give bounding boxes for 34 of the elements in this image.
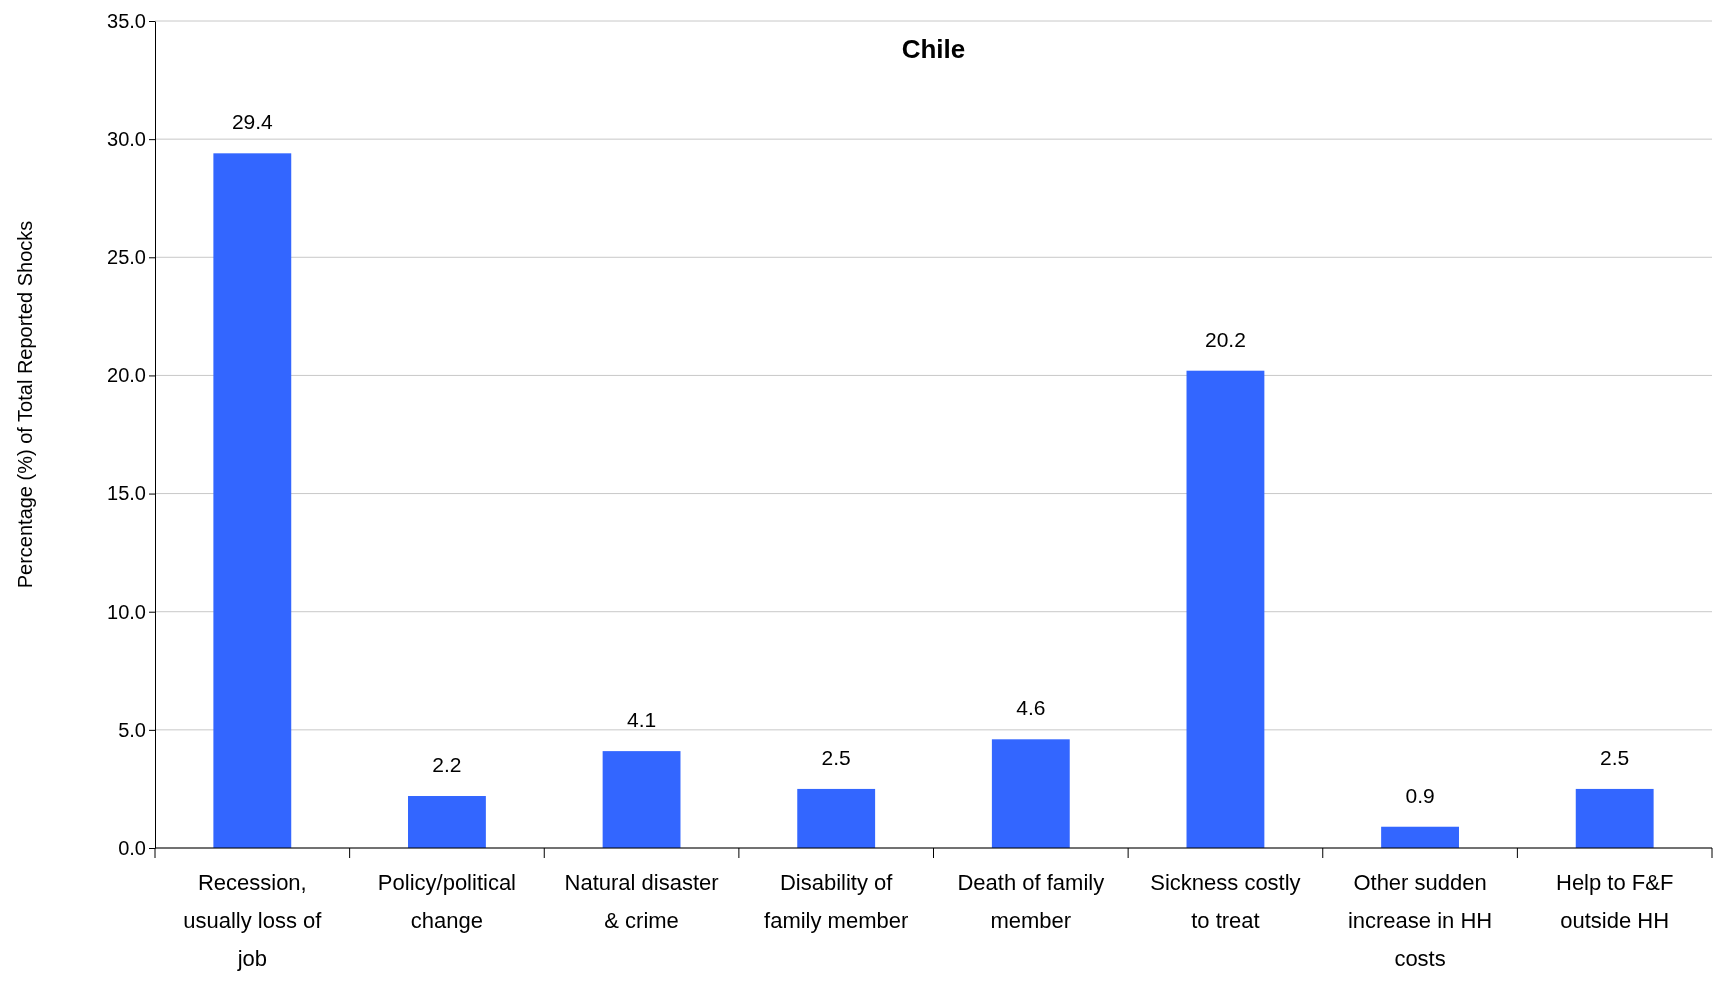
data-label: 2.2 (432, 753, 462, 777)
x-tick-label: Policy/political change (377, 870, 517, 933)
bar (213, 153, 292, 848)
x-tick-label: Disability of family member (764, 870, 909, 933)
y-axis-title: Percentage (%) of Total Reported Shocks (14, 220, 36, 589)
data-label: 29.4 (231, 110, 274, 134)
bar (1186, 370, 1265, 848)
x-tick-label: Recession, usually loss of job (183, 870, 323, 971)
x-tick-label: Natural disaster & crime (564, 870, 719, 933)
bar (1381, 826, 1459, 848)
bar (1575, 788, 1654, 848)
x-tick-label: Help to F&F outside HH (1556, 870, 1674, 933)
bar (602, 751, 681, 848)
x-tick-label: Other sudden increase in HH costs (1347, 870, 1493, 971)
data-label: 2.5 (1600, 745, 1630, 769)
y-tick-label: 25.0 (107, 246, 146, 269)
text: Chile (901, 34, 966, 64)
x-tick-label: Death of family member (957, 870, 1105, 933)
data-label: 4.6 (1016, 696, 1046, 720)
y-tick-label: 15.0 (107, 482, 146, 505)
data-label: 2.5 (821, 745, 851, 769)
y-tick-label: 10.0 (107, 600, 146, 623)
y-tick-label: 20.0 (107, 364, 146, 387)
y-tick-label: 30.0 (107, 128, 146, 151)
data-label: 4.1 (626, 708, 657, 732)
bar (408, 796, 486, 848)
y-tick-label: 35.0 (107, 9, 146, 32)
bar (797, 788, 876, 848)
data-label: 20.2 (1205, 327, 1246, 351)
bar (991, 739, 1070, 848)
y-tick-label: 0.0 (118, 836, 146, 859)
x-tick-label: Sickness costly to treat (1150, 870, 1301, 933)
y-tick-label: 5.0 (118, 718, 146, 741)
data-label: 0.9 (1405, 783, 1435, 807)
